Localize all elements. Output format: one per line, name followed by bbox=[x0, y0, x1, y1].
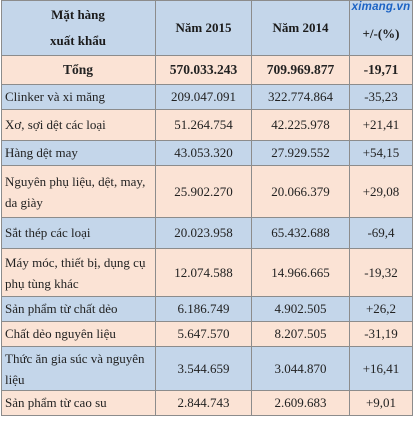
row-label: Máy móc, thiết bị, dụng cụ phụ tùng khác bbox=[1, 248, 156, 297]
row-label: Sắt thép các loại bbox=[1, 217, 156, 249]
header-year-2015: Năm 2015 bbox=[155, 0, 252, 56]
row-change: -69,4 bbox=[349, 217, 413, 249]
row-change: +21,41 bbox=[349, 109, 413, 141]
row-label: Thức ăn gia súc và nguyên liệu bbox=[1, 346, 156, 391]
row-label: Chất dẻo nguyên liệu bbox=[1, 321, 156, 347]
table-row: Sắt thép các loại 20.023.958 65.432.688 … bbox=[1, 217, 413, 249]
row-2015: 20.023.958 bbox=[155, 217, 252, 249]
row-label: Nguyên phụ liệu, dệt, may, da giày bbox=[1, 165, 156, 218]
row-label: Hàng dệt may bbox=[1, 140, 156, 166]
row-2015: 51.264.754 bbox=[155, 109, 252, 141]
table-row: Sản phẩm từ cao su 2.844.743 2.609.683 +… bbox=[1, 390, 413, 416]
row-2014: 65.432.688 bbox=[251, 217, 350, 249]
row-2014: 2.609.683 bbox=[251, 390, 350, 416]
header-change: ximang.vn +/-(%) bbox=[349, 0, 413, 56]
row-2014: 20.066.379 bbox=[251, 165, 350, 218]
total-label: Tổng bbox=[1, 55, 156, 85]
row-2014: 3.044.870 bbox=[251, 346, 350, 391]
row-change: +9,01 bbox=[349, 390, 413, 416]
row-2014: 8.207.505 bbox=[251, 321, 350, 347]
row-2015: 3.544.659 bbox=[155, 346, 252, 391]
row-2015: 209.047.091 bbox=[155, 84, 252, 110]
table-row: Xơ, sợi dệt các loại 51.264.754 42.225.9… bbox=[1, 109, 413, 141]
row-label: Sản phẩm từ cao su bbox=[1, 390, 156, 416]
row-change: -35,23 bbox=[349, 84, 413, 110]
table-row: Clinker và xi măng 209.047.091 322.774.8… bbox=[1, 84, 413, 110]
row-2014: 14.966.665 bbox=[251, 248, 350, 297]
row-change: -31,19 bbox=[349, 321, 413, 347]
row-2014: 4.902.505 bbox=[251, 296, 350, 322]
header-year-2014: Năm 2014 bbox=[251, 0, 350, 56]
table-row: Nguyên phụ liệu, dệt, may, da giày 25.90… bbox=[1, 165, 413, 218]
row-change: +54,15 bbox=[349, 140, 413, 166]
row-change: -19,32 bbox=[349, 248, 413, 297]
export-table: Mặt hàng xuất khẩu Năm 2015 Năm 2014 xim… bbox=[1, 0, 413, 416]
header-change-label: +/-(%) bbox=[362, 26, 400, 41]
row-2015: 6.186.749 bbox=[155, 296, 252, 322]
row-2015: 12.074.588 bbox=[155, 248, 252, 297]
row-change: +16,41 bbox=[349, 346, 413, 391]
row-2014: 322.774.864 bbox=[251, 84, 350, 110]
row-2015: 5.647.570 bbox=[155, 321, 252, 347]
row-change: +29,08 bbox=[349, 165, 413, 218]
total-2014: 709.969.877 bbox=[251, 55, 350, 85]
row-2014: 42.225.978 bbox=[251, 109, 350, 141]
header-product-line2: xuất khẩu bbox=[50, 33, 106, 48]
row-label: Clinker và xi măng bbox=[1, 84, 156, 110]
table-row: Sản phẩm từ chất dẻo 6.186.749 4.902.505… bbox=[1, 296, 413, 322]
row-2014: 27.929.552 bbox=[251, 140, 350, 166]
table-row: Chất dẻo nguyên liệu 5.647.570 8.207.505… bbox=[1, 321, 413, 347]
total-row: Tổng 570.033.243 709.969.877 -19,71 bbox=[1, 55, 413, 85]
header-product-line1: Mặt hàng bbox=[51, 7, 105, 22]
row-label: Xơ, sợi dệt các loại bbox=[1, 109, 156, 141]
row-2015: 25.902.270 bbox=[155, 165, 252, 218]
total-2015: 570.033.243 bbox=[155, 55, 252, 85]
header-product: Mặt hàng xuất khẩu bbox=[1, 0, 156, 56]
row-2015: 43.053.320 bbox=[155, 140, 252, 166]
row-2015: 2.844.743 bbox=[155, 390, 252, 416]
table-header-row: Mặt hàng xuất khẩu Năm 2015 Năm 2014 xim… bbox=[1, 0, 413, 56]
total-change: -19,71 bbox=[349, 55, 413, 85]
row-label: Sản phẩm từ chất dẻo bbox=[1, 296, 156, 322]
table-row: Hàng dệt may 43.053.320 27.929.552 +54,1… bbox=[1, 140, 413, 166]
table-row: Thức ăn gia súc và nguyên liệu 3.544.659… bbox=[1, 346, 413, 391]
row-change: +26,2 bbox=[349, 296, 413, 322]
watermark-logo: ximang.vn bbox=[351, 1, 411, 14]
table-row: Máy móc, thiết bị, dụng cụ phụ tùng khác… bbox=[1, 248, 413, 297]
